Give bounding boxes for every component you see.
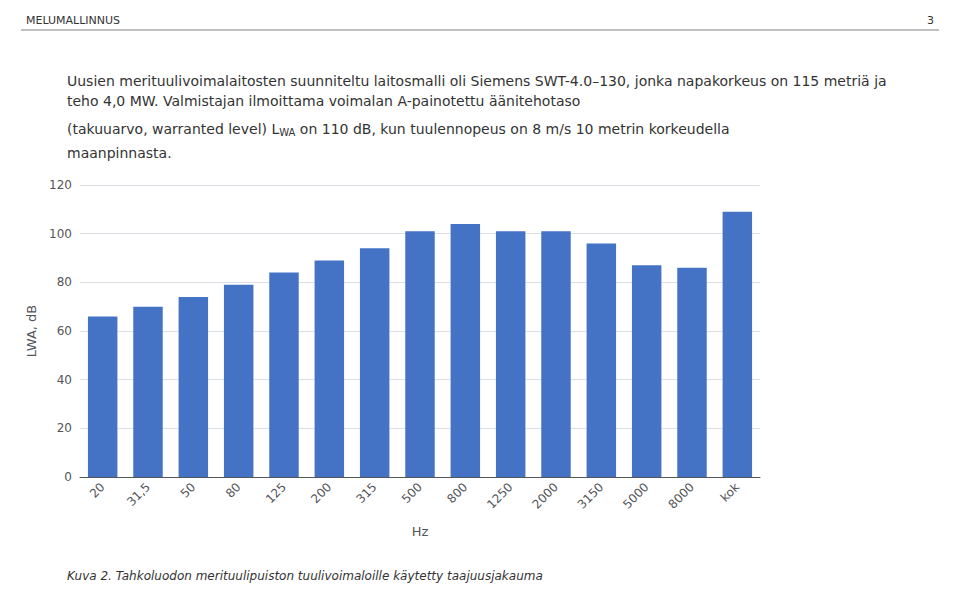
- svg-text:200: 200: [308, 480, 334, 506]
- svg-text:315: 315: [354, 480, 380, 506]
- svg-text:500: 500: [399, 480, 425, 506]
- svg-text:800: 800: [444, 480, 470, 506]
- svg-text:2000: 2000: [529, 480, 560, 511]
- svg-text:50: 50: [178, 480, 199, 501]
- svg-text:20: 20: [57, 421, 72, 435]
- svg-text:Hz: Hz: [412, 524, 429, 539]
- svg-text:80: 80: [223, 480, 244, 501]
- svg-text:3150: 3150: [575, 480, 606, 511]
- svg-text:MELUMALLINNUS: MELUMALLINNUS: [26, 14, 120, 27]
- svg-text:WA: WA: [279, 127, 295, 138]
- svg-text:60: 60: [57, 324, 72, 338]
- svg-text:1250: 1250: [484, 480, 515, 511]
- svg-text:Uusien merituulivoimalaitosten: Uusien merituulivoimalaitosten suunnitel…: [67, 73, 891, 89]
- svg-text:0: 0: [64, 470, 72, 484]
- svg-text:LWA, dB: LWA, dB: [24, 305, 39, 358]
- svg-text:20: 20: [87, 480, 108, 501]
- svg-text:Kuva 2. Tahkoluodon merituulip: Kuva 2. Tahkoluodon merituulipuiston tuu…: [67, 569, 543, 583]
- svg-text:31,5: 31,5: [124, 480, 153, 509]
- svg-text:teho 4,0 MW. Valmistajan ilmoi: teho 4,0 MW. Valmistajan ilmoittama voim…: [67, 93, 580, 109]
- svg-text:125: 125: [263, 480, 289, 506]
- svg-text:on 110 dB, kun tuulennopeus on: on 110 dB, kun tuulennopeus on 8 m/s 10 …: [295, 121, 729, 137]
- svg-text:kok: kok: [718, 480, 743, 505]
- svg-text:(takuuarvo, warranted level) L: (takuuarvo, warranted level) L: [67, 121, 279, 137]
- svg-text:3: 3: [927, 14, 934, 27]
- svg-text:8000: 8000: [665, 480, 696, 511]
- svg-text:80: 80: [57, 275, 72, 289]
- svg-text:5000: 5000: [620, 480, 651, 511]
- svg-text:maanpinnasta.: maanpinnasta.: [67, 145, 172, 161]
- svg-text:120: 120: [49, 178, 72, 192]
- svg-text:100: 100: [49, 227, 72, 241]
- svg-text:40: 40: [57, 373, 72, 387]
